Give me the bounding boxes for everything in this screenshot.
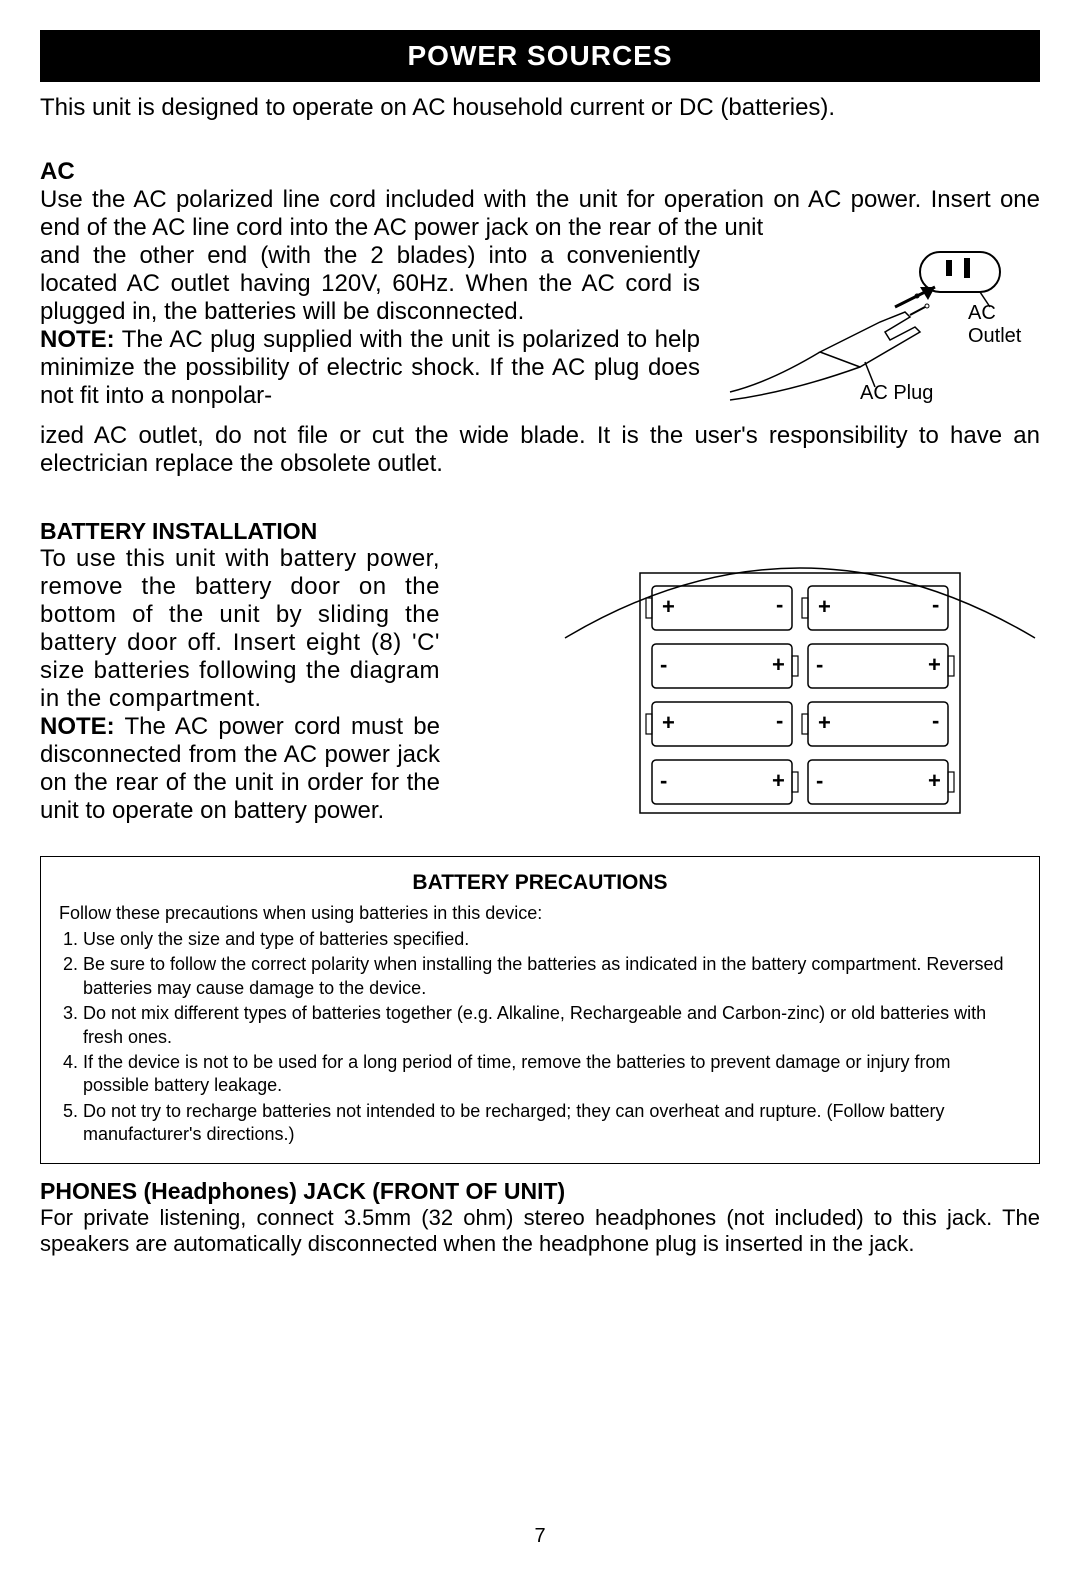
precautions-list: Use only the size and type of batteries … xyxy=(59,928,1021,1147)
page-number: 7 xyxy=(0,1525,1080,1548)
svg-text:+: + xyxy=(772,768,785,793)
svg-text:+: + xyxy=(818,710,831,735)
battery-precautions-box: BATTERY PRECAUTIONS Follow these precaut… xyxy=(40,856,1040,1164)
ac-section: AC Use the AC polarized line cord includ… xyxy=(40,158,1040,478)
svg-text:-: - xyxy=(776,708,783,733)
list-item: Use only the size and type of batteries … xyxy=(83,928,1021,951)
svg-text:-: - xyxy=(932,708,939,733)
svg-text:+: + xyxy=(772,652,785,677)
svg-text:+: + xyxy=(928,768,941,793)
phones-heading: PHONES (Headphones) JACK (FRONT OF UNIT) xyxy=(40,1178,1040,1205)
note-label: NOTE: xyxy=(40,326,115,353)
battery-body1: To use this unit with battery power, rem… xyxy=(40,545,440,713)
ac-note-wide: ized AC outlet, do not file or cut the w… xyxy=(40,422,1040,478)
svg-text:+: + xyxy=(662,594,675,619)
ac-outlet-label: AC Outlet xyxy=(968,302,1040,348)
list-item: Do not mix different types of batteries … xyxy=(83,1002,1021,1049)
svg-text:-: - xyxy=(660,652,667,677)
note-label: NOTE: xyxy=(40,713,115,740)
svg-text:+: + xyxy=(662,710,675,735)
list-item: Be sure to follow the correct polarity w… xyxy=(83,953,1021,1000)
ac-plug-diagram: AC Outlet AC Plug xyxy=(710,242,1040,422)
svg-text:-: - xyxy=(816,768,823,793)
precautions-title: BATTERY PRECAUTIONS xyxy=(59,871,1021,895)
intro-text: This unit is designed to operate on AC h… xyxy=(40,94,1040,122)
battery-section: + - + - - + - + xyxy=(40,518,1040,828)
ac-note-narrow-text: The AC plug supplied with the unit is po… xyxy=(40,326,700,409)
section-title-bar: POWER SOURCES xyxy=(40,30,1040,82)
svg-text:+: + xyxy=(818,594,831,619)
list-item: Do not try to recharge batteries not int… xyxy=(83,1100,1021,1147)
ac-plug-label: AC Plug xyxy=(860,382,933,405)
svg-text:-: - xyxy=(776,592,783,617)
battery-note: NOTE: The AC power cord must be disconne… xyxy=(40,713,440,825)
svg-text:-: - xyxy=(660,768,667,793)
ac-heading: AC xyxy=(40,158,1040,186)
battery-diagram: + - + - - + - + xyxy=(560,518,1040,828)
svg-text:-: - xyxy=(932,592,939,617)
svg-text:-: - xyxy=(816,652,823,677)
phones-body: For private listening, connect 3.5mm (32… xyxy=(40,1205,1040,1257)
ac-text-line1: Use the AC polarized line cord included … xyxy=(40,186,1040,242)
list-item: If the device is not to be used for a lo… xyxy=(83,1051,1021,1098)
svg-text:+: + xyxy=(928,652,941,677)
precautions-intro: Follow these precautions when using batt… xyxy=(59,903,1021,924)
